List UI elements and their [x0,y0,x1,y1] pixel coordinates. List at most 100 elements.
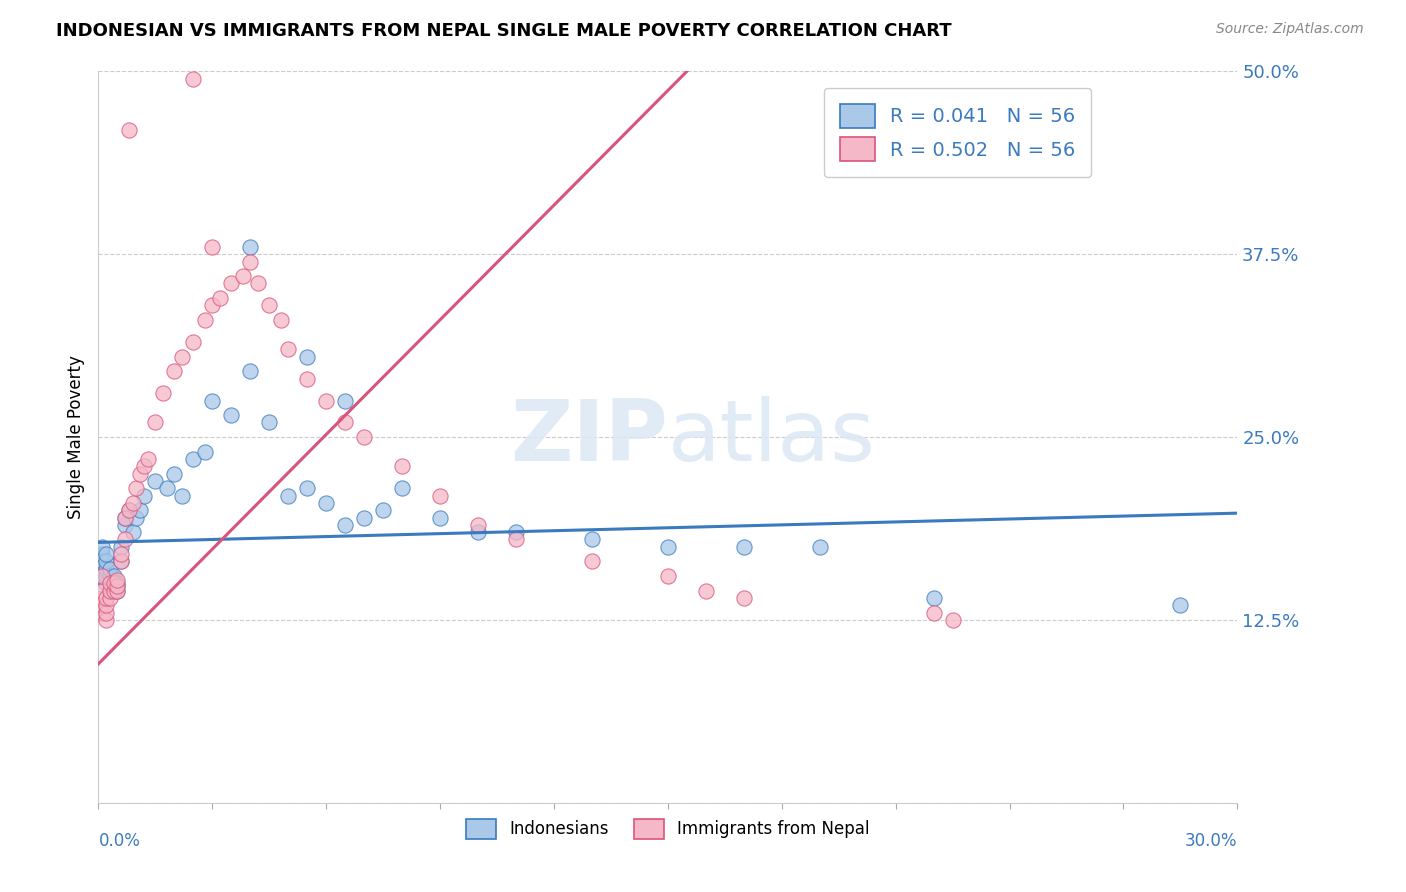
Point [353,510,375,524]
Point [391,481,413,495]
Point [315,393,337,408]
Point [91,540,114,554]
Point [315,496,337,510]
Point [94,554,117,568]
Point [429,489,451,503]
Point [246,277,269,291]
Point [118,503,141,517]
Text: ZIP: ZIP [510,395,668,479]
Point [98,569,121,583]
Point [129,467,152,481]
Y-axis label: Single Male Poverty: Single Male Poverty [66,355,84,519]
Point [107,576,129,591]
Point [170,350,193,364]
Legend: Indonesians, Immigrants from Nepal: Indonesians, Immigrants from Nepal [460,812,876,846]
Point [94,613,117,627]
Point [103,583,125,598]
Point [107,579,129,593]
Point [132,459,155,474]
Point [98,562,121,576]
Point [94,606,117,620]
Point [91,562,114,576]
Point [581,533,603,547]
Point [201,298,224,312]
Point [156,481,179,495]
Point [118,503,141,517]
Point [91,569,114,583]
Point [98,583,121,598]
Point [297,481,319,495]
Point [221,408,243,422]
Point [91,583,114,598]
Point [183,334,205,349]
Point [103,569,125,583]
Point [657,569,679,583]
Point [335,393,357,408]
Text: Source: ZipAtlas.com: Source: ZipAtlas.com [1216,22,1364,37]
Point [94,569,117,583]
Point [183,452,205,467]
Point [201,240,224,254]
Point [733,591,755,605]
Point [208,291,231,305]
Point [94,591,117,605]
Point [121,496,143,510]
Point [98,576,121,591]
Point [91,606,114,620]
Point [94,547,117,561]
Point [114,510,136,524]
Point [110,547,132,561]
Point [163,467,186,481]
Point [467,525,489,540]
Point [194,444,217,458]
Point [221,277,243,291]
Point [239,240,262,254]
Point [145,474,167,488]
Text: atlas: atlas [668,395,876,479]
Text: 30.0%: 30.0% [1185,832,1237,850]
Point [125,510,148,524]
Point [145,416,167,430]
Point [98,576,121,591]
Point [98,583,121,598]
Point [297,371,319,385]
Point [132,489,155,503]
Point [467,517,489,532]
Text: 0.0%: 0.0% [98,832,141,850]
Point [194,313,217,327]
Point [277,343,299,357]
Point [239,254,262,268]
Point [239,364,262,378]
Point [353,430,375,444]
Point [94,562,117,576]
Point [335,517,357,532]
Point [91,554,114,568]
Point [259,298,281,312]
Point [201,393,224,408]
Point [94,599,117,613]
Point [107,579,129,593]
Point [505,525,527,540]
Point [114,533,136,547]
Point [114,510,136,524]
Point [110,554,132,568]
Point [94,576,117,591]
Point [277,489,299,503]
Point [118,123,141,137]
Point [581,554,603,568]
Point [98,591,121,605]
Point [91,591,114,605]
Point [114,517,136,532]
Point [183,71,205,86]
Point [121,525,143,540]
Text: INDONESIAN VS IMMIGRANTS FROM NEPAL SINGLE MALE POVERTY CORRELATION CHART: INDONESIAN VS IMMIGRANTS FROM NEPAL SING… [56,22,952,40]
Point [91,599,114,613]
Point [391,459,413,474]
Point [163,364,186,378]
Point [91,569,114,583]
Point [429,510,451,524]
Point [270,313,292,327]
Point [505,533,527,547]
Point [152,386,174,401]
Point [657,540,679,554]
